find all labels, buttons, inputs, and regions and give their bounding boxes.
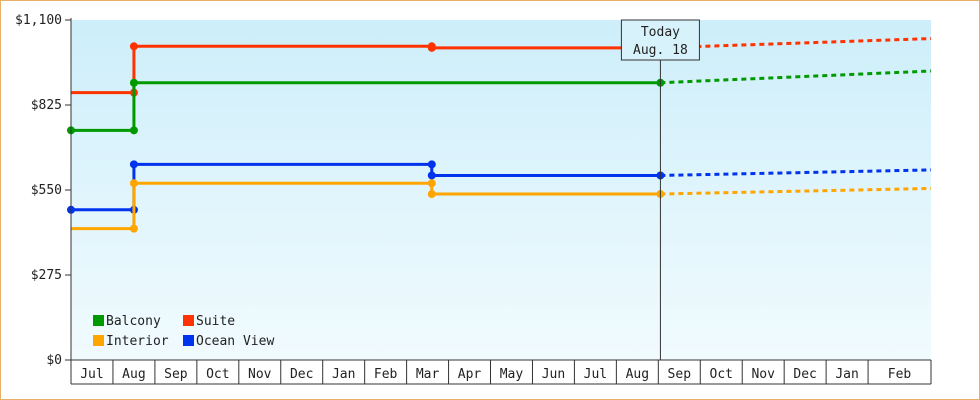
legend-swatch-interior <box>93 335 104 346</box>
y-tick-label: $0 <box>46 353 62 368</box>
data-point-balcony[interactable] <box>129 78 138 87</box>
legend-label-suite: Suite <box>196 314 235 329</box>
series-layer <box>67 37 932 233</box>
today-date: Aug. 18 <box>633 43 688 58</box>
x-tick-label: May <box>500 367 524 382</box>
x-tick-label: Dec <box>793 367 816 382</box>
axis-layer: $0 $275 $550 $825 $1,100 Jul Aug Sep Oct Nov Dec Ja… <box>15 13 932 385</box>
data-point-interior[interactable] <box>427 179 436 188</box>
today-label: Today <box>641 25 680 40</box>
data-point-ocean-view[interactable] <box>427 171 436 180</box>
plot-area <box>71 20 931 360</box>
today-box <box>620 19 700 61</box>
forecast-line-balcony <box>660 69 932 85</box>
series-line-suite <box>71 44 661 95</box>
data-point-ocean-view[interactable] <box>427 160 436 169</box>
y-tick-label: $275 <box>31 268 62 283</box>
x-tick-label: Oct <box>710 367 733 382</box>
x-tick-label: Jan <box>835 367 858 382</box>
x-tick-label: Dec <box>290 367 313 382</box>
legend-label-balcony: Balcony <box>106 314 161 329</box>
data-point-ocean-view[interactable] <box>129 160 138 169</box>
data-point-interior[interactable] <box>427 190 436 199</box>
x-tick-label: Nov <box>751 367 775 382</box>
x-tick-label: Oct <box>206 367 229 382</box>
x-tick-label: Jun <box>542 367 565 382</box>
forecast-line-interior <box>660 186 932 196</box>
x-tick-label: Apr <box>458 367 482 382</box>
forecast-line-ocean-view <box>660 168 932 177</box>
x-tick-label: Nov <box>248 367 272 382</box>
y-tick-label: $825 <box>31 98 62 113</box>
x-tick-label: Sep <box>668 367 692 382</box>
y-tick-label: $1,100 <box>15 13 62 28</box>
data-point-suite[interactable] <box>129 42 138 51</box>
data-point-interior[interactable] <box>129 179 138 188</box>
forecast-line-suite <box>660 37 932 50</box>
legend-label-interior: Interior <box>106 334 169 349</box>
series-line-interior <box>71 181 661 231</box>
legend-swatch-suite <box>183 315 194 326</box>
x-tick-label: Jan <box>332 367 355 382</box>
series-interior <box>71 179 932 233</box>
legend-label-ocean-view: Ocean View <box>196 334 274 349</box>
x-tick-label: Jul <box>584 367 607 382</box>
x-tick-label: Feb <box>888 367 912 382</box>
data-point-interior[interactable] <box>129 224 138 233</box>
x-tick-label: Sep <box>164 367 188 382</box>
series-ocean-view <box>67 160 932 214</box>
series-line-ocean-view <box>71 162 661 212</box>
legend: Balcony Suite Interior Ocean View <box>93 314 274 349</box>
x-tick-label: Feb <box>374 367 398 382</box>
legend-swatch-ocean-view <box>183 335 194 346</box>
series-line-balcony <box>71 81 661 132</box>
data-point-suite[interactable] <box>427 43 436 52</box>
legend-swatch-balcony <box>93 315 104 326</box>
x-tick-label: Aug <box>122 367 145 382</box>
x-tick-label: Mar <box>416 367 440 382</box>
x-tick-label: Jul <box>80 367 103 382</box>
data-point-balcony[interactable] <box>129 126 138 135</box>
y-tick-label: $550 <box>31 183 62 198</box>
x-tick-label: Aug <box>626 367 649 382</box>
